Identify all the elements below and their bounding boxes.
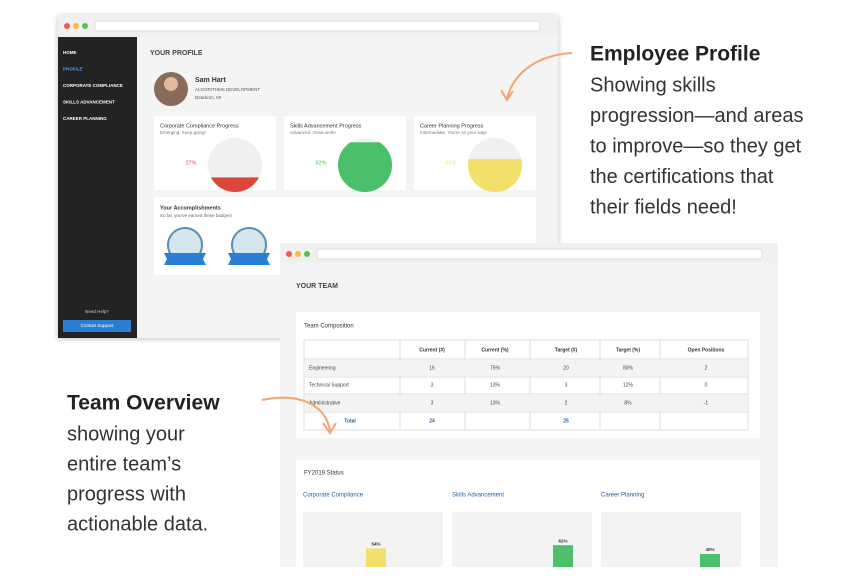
table-cell: 2 — [565, 400, 568, 406]
table-cell: Administrative — [309, 400, 341, 406]
page-heading: YOUR PROFILE — [150, 50, 203, 57]
card-value: 61% — [445, 160, 456, 166]
status-title: FY2019 Status — [304, 471, 344, 477]
column-header: Current (%) — [481, 347, 509, 353]
bar-label: 62% — [558, 538, 567, 543]
table-cell: Engineering — [309, 365, 336, 371]
support-button[interactable] — [63, 320, 131, 332]
row-shade — [305, 395, 747, 411]
accomplishments-title: Your Accomplishments — [160, 205, 221, 211]
dot — [295, 251, 301, 257]
caption-title: Team Overview — [67, 392, 220, 415]
nav-item[interactable]: CAREER PLANNING — [63, 116, 107, 121]
bar — [700, 554, 720, 567]
composition-title: Team Composition — [304, 324, 354, 330]
bar-label: 40% — [705, 547, 714, 552]
table-cell: 12% — [623, 382, 634, 388]
help-text: Need Help? — [85, 309, 109, 314]
caption-line: to improve—so they get — [590, 135, 802, 157]
total-label: Total — [344, 418, 356, 424]
table-cell: 8% — [624, 400, 632, 406]
nav-item[interactable]: CORPORATE COMPLIANCE — [63, 83, 123, 88]
table-cell: 75% — [490, 365, 501, 371]
dot — [286, 251, 292, 257]
total-cell: 24 — [429, 418, 435, 424]
progress-fill — [338, 142, 392, 192]
bar — [366, 548, 386, 567]
avatar-face — [164, 77, 178, 91]
profile-window: Contact Support Need Help? YOUR PROFILE … — [58, 15, 558, 338]
bar-label: 54% — [371, 542, 380, 547]
arrowhead — [500, 89, 514, 102]
table-cell: 20 — [563, 365, 569, 371]
caption-line: progression—and areas — [590, 105, 803, 127]
team-window: YOUR TEAM Team Composition Current (#) Cu… — [280, 243, 778, 567]
table-cell: 3 — [431, 382, 434, 388]
card-status: Advanced. Great work! — [290, 130, 336, 135]
arrow — [506, 52, 573, 99]
address-bar — [94, 20, 541, 32]
chart-title: Skills Advancement — [452, 493, 504, 499]
table-cell: 13% — [490, 382, 501, 388]
caption-line: their fields need! — [590, 196, 737, 218]
dot — [304, 251, 310, 257]
nav-item[interactable]: HOME — [63, 50, 77, 55]
dot — [82, 23, 88, 29]
nav-item[interactable]: PROFILE — [63, 67, 83, 72]
accomplishments-subtitle: So far, you've earned these badges! — [160, 213, 232, 218]
nav-item[interactable]: SKILLS ADVANCEMENT — [63, 100, 115, 105]
caption-line: progress with — [67, 483, 186, 505]
card-title: Career Planning Progress — [420, 123, 484, 129]
row-shade — [305, 360, 747, 376]
table-frame — [303, 339, 749, 431]
user-location: Dearborn, MI — [195, 95, 221, 100]
caption-line: actionable data. — [67, 513, 208, 535]
column-header: Target (%) — [616, 347, 640, 353]
badge — [164, 227, 206, 265]
table-cell: 13% — [490, 400, 501, 406]
caption-title: Employee Profile — [590, 43, 760, 66]
dot — [64, 23, 70, 29]
column-header: Current (#) — [419, 347, 445, 353]
caption-line: showing your — [67, 423, 185, 445]
caption-line: entire team’s — [67, 453, 181, 475]
card-status: Emerging. Keep going! — [160, 130, 206, 135]
bar — [553, 545, 573, 567]
table-cell: 80% — [623, 365, 634, 371]
card-status: Intermediate. You're on your way! — [420, 130, 487, 135]
table-cell: 3 — [431, 400, 434, 406]
support-button-label[interactable]: Contact Support — [81, 323, 114, 328]
arrow — [261, 396, 331, 431]
card-value: 27% — [185, 160, 196, 166]
page-heading: YOUR TEAM — [296, 283, 338, 290]
progress-fill — [208, 177, 262, 192]
card-title: Corporate Compliance Progress — [160, 123, 239, 129]
card-value: 92% — [315, 160, 326, 166]
total-cell: 25 — [563, 418, 569, 424]
table-cell: 2 — [705, 365, 708, 371]
arrowhead — [322, 422, 337, 435]
table-cell: -1 — [704, 400, 709, 406]
user-department: ALGORITHMS DEVELOPMENT — [195, 87, 260, 92]
address-bar — [316, 248, 763, 260]
table-cell: 16 — [429, 365, 435, 371]
column-header: Target (#) — [555, 347, 578, 353]
table-cell: 0 — [705, 382, 708, 388]
badge — [228, 227, 270, 265]
chart-title: Career Planning — [601, 493, 644, 499]
sidebar — [58, 37, 137, 338]
chart-title: Corporate Compliance — [303, 493, 364, 499]
dot — [73, 23, 79, 29]
caption-line: the certifications that — [590, 166, 774, 188]
user-name: Sam Hart — [195, 77, 226, 84]
card-title: Skills Advancement Progress — [290, 123, 361, 129]
table-cell: Technical Support — [309, 382, 349, 388]
table-cell: 3 — [565, 382, 568, 388]
caption-line: Showing skills — [590, 74, 716, 96]
column-header: Open Positions — [688, 347, 725, 353]
